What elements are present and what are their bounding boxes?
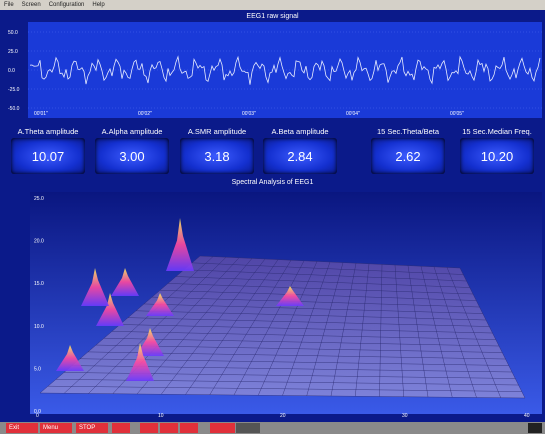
y-tick-label: -50.0 (8, 106, 20, 112)
metric-label: 15 Sec.Median Freq. (462, 127, 532, 136)
metric-label: A.Alpha amplitude (101, 127, 163, 136)
x-tick-label: 00'05" (450, 111, 464, 117)
raw-signal-title: EEG1 raw signal (246, 13, 299, 20)
toolbar-button[interactable] (140, 423, 158, 433)
menu-item[interactable]: Configuration (48, 2, 85, 8)
spectral-peak (126, 343, 154, 381)
toolbar-button[interactable] (210, 423, 235, 433)
toolbar-button[interactable]: Exit (6, 423, 38, 433)
toolbar-button[interactable]: Menu (40, 423, 72, 433)
y-tick-label: -25.0 (8, 87, 20, 93)
surface-grid (355, 263, 370, 397)
toolbar-button[interactable] (236, 423, 260, 433)
menu-item[interactable]: File (4, 2, 14, 8)
surface-grid (306, 262, 344, 396)
metric-value: 10.07 (11, 138, 85, 174)
y-tick-label: 25.0 (34, 196, 44, 202)
surface-grid (175, 276, 470, 288)
x-tick-label: 40 (524, 413, 530, 419)
toolbar-button[interactable] (180, 423, 198, 433)
surface-grid (167, 283, 474, 295)
signal-trace (29, 55, 541, 85)
toolbar-button[interactable] (160, 423, 178, 433)
surface-grid (394, 264, 404, 397)
plot-background (28, 22, 542, 118)
spectral-peak (111, 268, 139, 296)
x-tick-label: 30 (402, 413, 408, 419)
spectral-peak (56, 345, 84, 371)
x-tick-label: 20 (280, 413, 286, 419)
y-tick-label: 10.0 (34, 324, 44, 330)
raw-signal-plot: 50.0 25.0 0.0 -25.0 -50.0 00'01" 00'02" 00'03" 0… (4, 22, 542, 118)
surface-grid (459, 267, 526, 399)
x-tick-label: 00'01" (34, 111, 48, 117)
surface-grid (446, 267, 501, 398)
x-tick-label: 0 (36, 413, 39, 419)
x-tick-label: 10 (158, 413, 164, 419)
y-tick-label: 15.0 (34, 281, 44, 287)
surface-grid (433, 266, 477, 398)
toolbar-button[interactable]: STOP (76, 423, 108, 433)
x-tick-label: 00'04" (346, 111, 360, 117)
spectral-peak (136, 328, 164, 356)
metric-value: 3.18 (180, 138, 254, 174)
surface-grid (135, 310, 487, 321)
x-tick-label: 00'02" (138, 111, 152, 117)
y-tick-label: 20.0 (34, 239, 44, 245)
y-tick-label: 0.0 (34, 409, 41, 415)
metric-label: A.SMR amplitude (187, 127, 247, 136)
spectral-peak (96, 293, 124, 326)
surface-grid (143, 303, 483, 314)
surface-grid (159, 290, 477, 301)
y-tick-label: 25.0 (8, 49, 18, 55)
spectral-peak (166, 218, 194, 271)
spectral-peak (146, 293, 174, 316)
surface-grid (127, 317, 490, 327)
y-tick-label: 5.0 (34, 366, 41, 372)
menu-bar: File Screen Configuration Help (0, 0, 545, 10)
metric-value: 3.00 (95, 138, 169, 174)
spectral-peak (81, 268, 109, 306)
x-tick-label: 00'03" (242, 111, 256, 117)
spectral-peak (276, 286, 304, 306)
metric-label: A.Theta amplitude (17, 127, 79, 136)
menu-item[interactable]: Screen (21, 2, 41, 8)
surface-grid (191, 262, 464, 275)
y-tick-label: 0.0 (8, 68, 15, 74)
metric-label: 15 Sec.Theta/Beta (376, 127, 440, 136)
metric-value: 2.84 (263, 138, 337, 174)
spectral-title: Spectral Analysis of EEG1 (231, 179, 314, 186)
menu-item[interactable]: Help (92, 2, 105, 8)
toolbar-button[interactable] (528, 423, 542, 433)
metric-value: 2.62 (371, 138, 445, 174)
metric-value: 10.20 (460, 138, 534, 174)
y-tick-label: 50.0 (8, 30, 18, 36)
surface-grid (330, 263, 357, 397)
toolbar-button[interactable] (112, 423, 130, 433)
toolbar: Exit Menu STOP (0, 422, 545, 434)
surface-grid (151, 296, 480, 308)
spectral-plot: 25.0 20.0 15.0 10.0 5.0 0.00 10 20 30 40 (30, 192, 542, 419)
surface-grid (199, 255, 461, 269)
metric-label: A.Beta amplitude (271, 127, 329, 136)
surface-grid (407, 265, 429, 398)
surface-grid (420, 266, 453, 398)
axis-panel (4, 22, 28, 118)
surface-grid (183, 269, 467, 282)
surface-grid (379, 264, 383, 397)
surface-grid (282, 261, 331, 396)
